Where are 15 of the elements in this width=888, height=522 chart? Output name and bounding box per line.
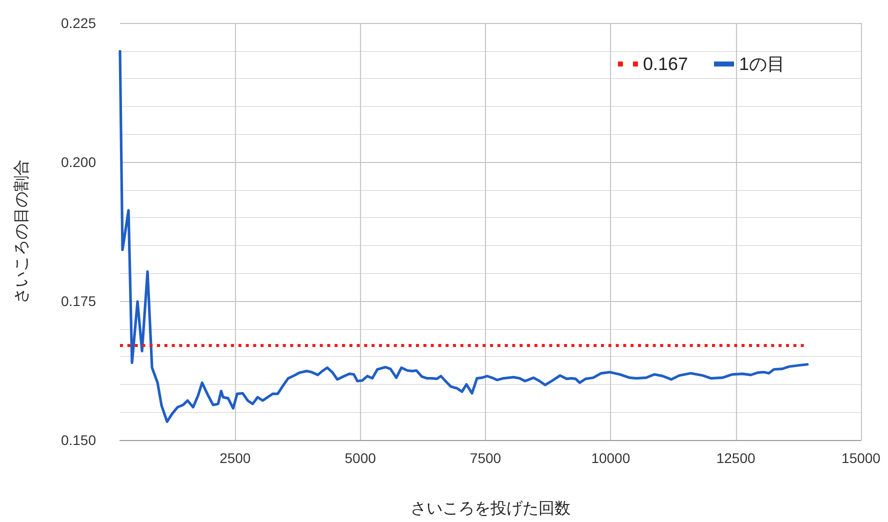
line-series — [118, 50, 809, 423]
x-axis-title: さいころを投げた回数 — [410, 500, 570, 518]
x-tick-label: 5000 — [344, 450, 376, 466]
x-tick-label: 2500 — [220, 450, 251, 466]
legend-label: 0.167 — [642, 54, 688, 74]
x-tick-label: 15000 — [842, 450, 881, 466]
x-tick-label: 12500 — [716, 450, 756, 466]
y-axis-title: さいころの目の割合 — [12, 160, 30, 304]
x-tick-label: 7500 — [470, 450, 502, 466]
legend-label: 1の目 — [738, 54, 786, 74]
y-tick-label: 0.225 — [60, 15, 96, 31]
x-tick-label: 10000 — [591, 450, 630, 466]
y-tick-label: 0.150 — [60, 432, 96, 448]
y-tick-label: 0.200 — [60, 154, 96, 170]
y-tick-label: 0.175 — [60, 293, 96, 309]
